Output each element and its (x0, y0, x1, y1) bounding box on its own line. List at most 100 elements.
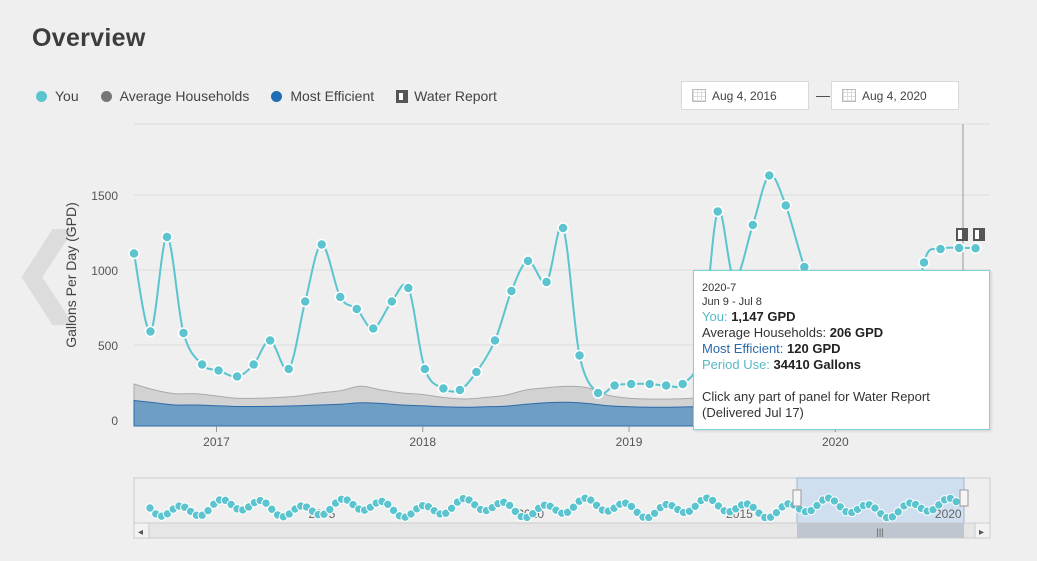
tooltip-you-value: 1,147 GPD (731, 309, 796, 324)
tooltip-use-label: Period Use: (702, 357, 770, 372)
you-data-point (747, 219, 759, 231)
navigator-handle[interactable] (959, 489, 969, 507)
navigator-handle[interactable] (792, 489, 802, 507)
tooltip-avg-value: 206 GPD (829, 325, 884, 340)
legend-you[interactable]: You (36, 88, 79, 104)
navigator-point (145, 503, 155, 513)
you-data-point (953, 242, 965, 254)
legend-average[interactable]: Average Households (100, 88, 250, 104)
legend-report[interactable]: Water Report (396, 88, 497, 104)
you-data-point (351, 303, 363, 315)
x-tick-label: 2019 (616, 435, 643, 449)
legend-you-label: You (55, 88, 79, 104)
you-data-point (489, 334, 501, 347)
you-data-point (177, 327, 190, 339)
legend-efficient[interactable]: Most Efficient (271, 88, 374, 104)
tooltip-you: You: 1,147 GPD (702, 309, 981, 325)
calendar-icon (692, 89, 706, 102)
you-data-point (470, 366, 483, 378)
tooltip-note: Click any part of panel for Water Report… (702, 389, 930, 420)
navigator: 2005201020152020◂▸||| (133, 477, 991, 539)
legend-average-label: Average Households (119, 88, 250, 104)
you-dot-icon (36, 90, 47, 102)
x-tick-label: 2018 (409, 435, 436, 449)
navigator-point (528, 509, 538, 519)
you-data-point (299, 295, 311, 308)
tooltip-you-label: You: (702, 309, 728, 324)
scrollbar-grip-icon: ||| (876, 527, 883, 537)
you-data-point (557, 222, 569, 234)
you-data-point (660, 379, 672, 392)
scroll-left-icon: ◂ (138, 527, 143, 538)
tooltip-eff-label: Most Efficient: (702, 341, 784, 356)
you-data-point (247, 358, 260, 371)
navigator-point (510, 506, 521, 517)
end-date-value: Aug 4, 2020 (862, 88, 927, 103)
you-data-point (934, 243, 947, 255)
tooltip-use: Period Use: 34410 Gallons (702, 357, 981, 373)
navigator-point (203, 505, 213, 516)
tooltip-range: Jun 9 - Jul 8 (702, 296, 762, 308)
you-data-point (231, 370, 243, 383)
efficient-dot-icon (271, 90, 283, 102)
water-report-icon-page (958, 230, 962, 239)
legend-efficient-label: Most Efficient (290, 88, 375, 104)
tooltip-avg: Average Households: 206 GPD (702, 325, 981, 341)
you-data-point (592, 387, 604, 399)
navigator-point (748, 502, 758, 513)
scrollbar-thumb[interactable] (797, 523, 964, 538)
you-data-point (128, 247, 140, 260)
navigator-point (690, 501, 700, 511)
you-data-point (367, 322, 380, 335)
navigator-point (684, 506, 695, 516)
average-dot-icon (100, 90, 112, 102)
y-axis-label: Gallons Per Day (GPD) (63, 202, 79, 347)
you-data-point (643, 378, 656, 390)
navigator-point (649, 508, 660, 518)
navigator-point (383, 499, 393, 509)
y-tick-label: 0 (111, 414, 118, 428)
tooltip-eff: Most Efficient: 120 GPD (702, 341, 981, 357)
data-tooltip: 2020-7 Jun 9 - Jul 8 You: 1,147 GPD Aver… (693, 270, 990, 430)
y-tick-label: 500 (98, 339, 118, 353)
you-data-point (763, 169, 776, 182)
legend-report-label: Water Report (414, 88, 497, 104)
you-data-point (608, 379, 621, 392)
navigator-tick-label: 2020 (935, 507, 962, 521)
you-data-point (212, 364, 225, 377)
navigator-point (771, 507, 782, 518)
you-data-point (540, 276, 553, 288)
you-data-point (144, 325, 157, 338)
previous-period-arrow-icon[interactable]: ❮ (8, 216, 89, 323)
end-date-input[interactable]: Aug 4, 2020 (831, 81, 959, 110)
you-data-point (402, 282, 415, 294)
you-data-point (437, 382, 450, 395)
navigator-point (325, 504, 335, 515)
x-tick-label: 2020 (822, 435, 849, 449)
date-separator: — (816, 87, 830, 103)
you-data-point (780, 199, 792, 212)
scroll-left-button[interactable] (133, 522, 150, 539)
you-data-point (676, 378, 689, 390)
y-tick-label: 1000 (91, 264, 118, 278)
water-report-icon (396, 89, 409, 103)
you-data-point (161, 231, 173, 243)
navigator-point (568, 502, 579, 512)
navigator-point (504, 500, 515, 511)
tooltip-use-value: 34410 Gallons (773, 357, 861, 372)
you-data-point (918, 256, 930, 269)
navigator-point (829, 496, 840, 506)
navigator-point (870, 503, 880, 513)
calendar-icon (842, 89, 856, 102)
you-data-point (505, 285, 518, 297)
navigator-point (267, 504, 277, 514)
you-data-point (625, 378, 637, 390)
you-data-point (334, 291, 347, 303)
scroll-right-button[interactable] (974, 522, 991, 539)
navigator-point (446, 503, 457, 514)
you-data-point (196, 358, 208, 371)
start-date-input[interactable]: Aug 4, 2016 (681, 81, 809, 110)
you-data-point (282, 363, 295, 375)
navigator-point (893, 507, 903, 517)
start-date-value: Aug 4, 2016 (712, 88, 777, 103)
